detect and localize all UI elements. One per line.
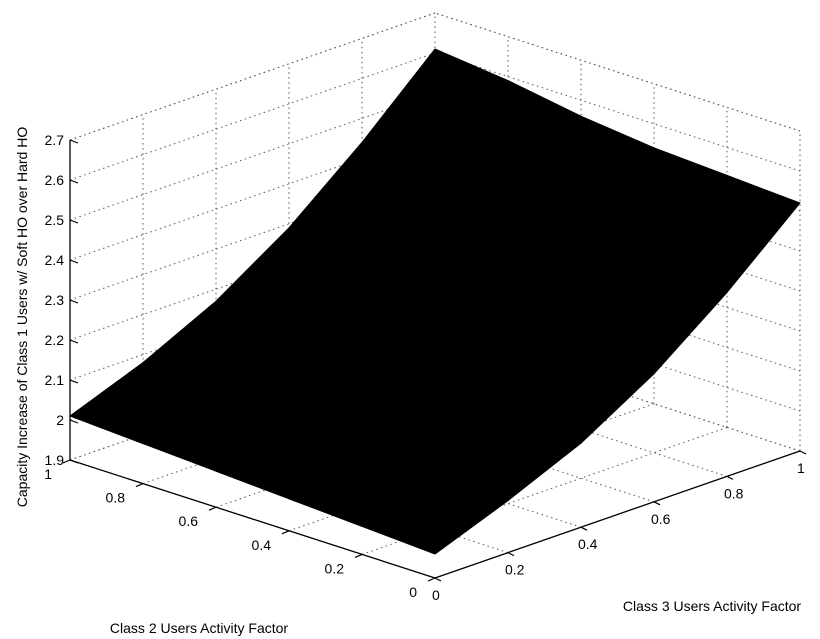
y-axis-label: Class 3 Users Activity Factor [623, 598, 801, 614]
y-tick-label: 0.2 [505, 562, 525, 578]
z-tick-label: 2.3 [45, 292, 65, 308]
y-tick-mark [434, 577, 442, 582]
z-tick-mark [69, 179, 79, 184]
y-tick-label: 1 [797, 460, 805, 476]
z-tick-label: 2 [56, 412, 64, 428]
x-axis-label: Class 2 Users Activity Factor [110, 620, 288, 636]
z-tick-label: 2.2 [45, 332, 65, 348]
x-tick-mark [62, 459, 71, 464]
x-tick-label: 1 [44, 466, 52, 482]
z-tick-mark [69, 459, 79, 464]
y-tick-label: 0.8 [724, 485, 744, 501]
x-tick-label: 0.6 [179, 513, 199, 529]
z-axis-label: Capacity Increase of Class 1 Users w/ So… [14, 127, 30, 508]
z-tick-label: 2.4 [45, 252, 65, 268]
z-tick-mark [69, 219, 79, 224]
y-tick-mark [653, 501, 661, 506]
y-tick-mark [580, 526, 588, 531]
x-tick-label: 0 [409, 584, 417, 600]
z-tick-mark [69, 419, 79, 424]
y-tick-mark [507, 552, 515, 557]
x-tick-label: 0.8 [106, 490, 126, 506]
x-tick-label: 0.4 [252, 537, 272, 553]
x-tick-mark [354, 553, 363, 558]
z-tick-mark [69, 139, 79, 144]
z-tick-label: 2.7 [45, 132, 65, 148]
z-tick-mark [69, 299, 79, 304]
y-tick-label: 0 [432, 587, 440, 603]
y-tick-mark [726, 475, 734, 480]
y-axis-line [434, 450, 801, 579]
surface-patch [360, 472, 510, 555]
x-axis-line [69, 459, 436, 579]
z-tick-label: 2.6 [45, 172, 65, 188]
tick-labels: 00.20.40.60.8100.20.40.60.811.922.12.22.… [44, 132, 807, 603]
z-tick-mark [69, 339, 79, 344]
y-tick-mark [799, 450, 807, 455]
x-tick-mark [208, 506, 217, 511]
z-tick-mark [69, 379, 79, 384]
x-tick-mark [135, 483, 144, 488]
z-tick-label: 2.1 [45, 372, 65, 388]
y-tick-label: 0.6 [651, 511, 671, 527]
z-tick-mark [69, 259, 79, 264]
x-tick-mark [427, 577, 436, 582]
z-tick-label: 2.5 [45, 212, 65, 228]
z-tick-label: 1.9 [45, 452, 65, 468]
x-tick-label: 0.2 [325, 560, 345, 576]
x-tick-mark [281, 530, 290, 535]
surface-plot [68, 48, 801, 555]
y-tick-label: 0.4 [578, 536, 598, 552]
